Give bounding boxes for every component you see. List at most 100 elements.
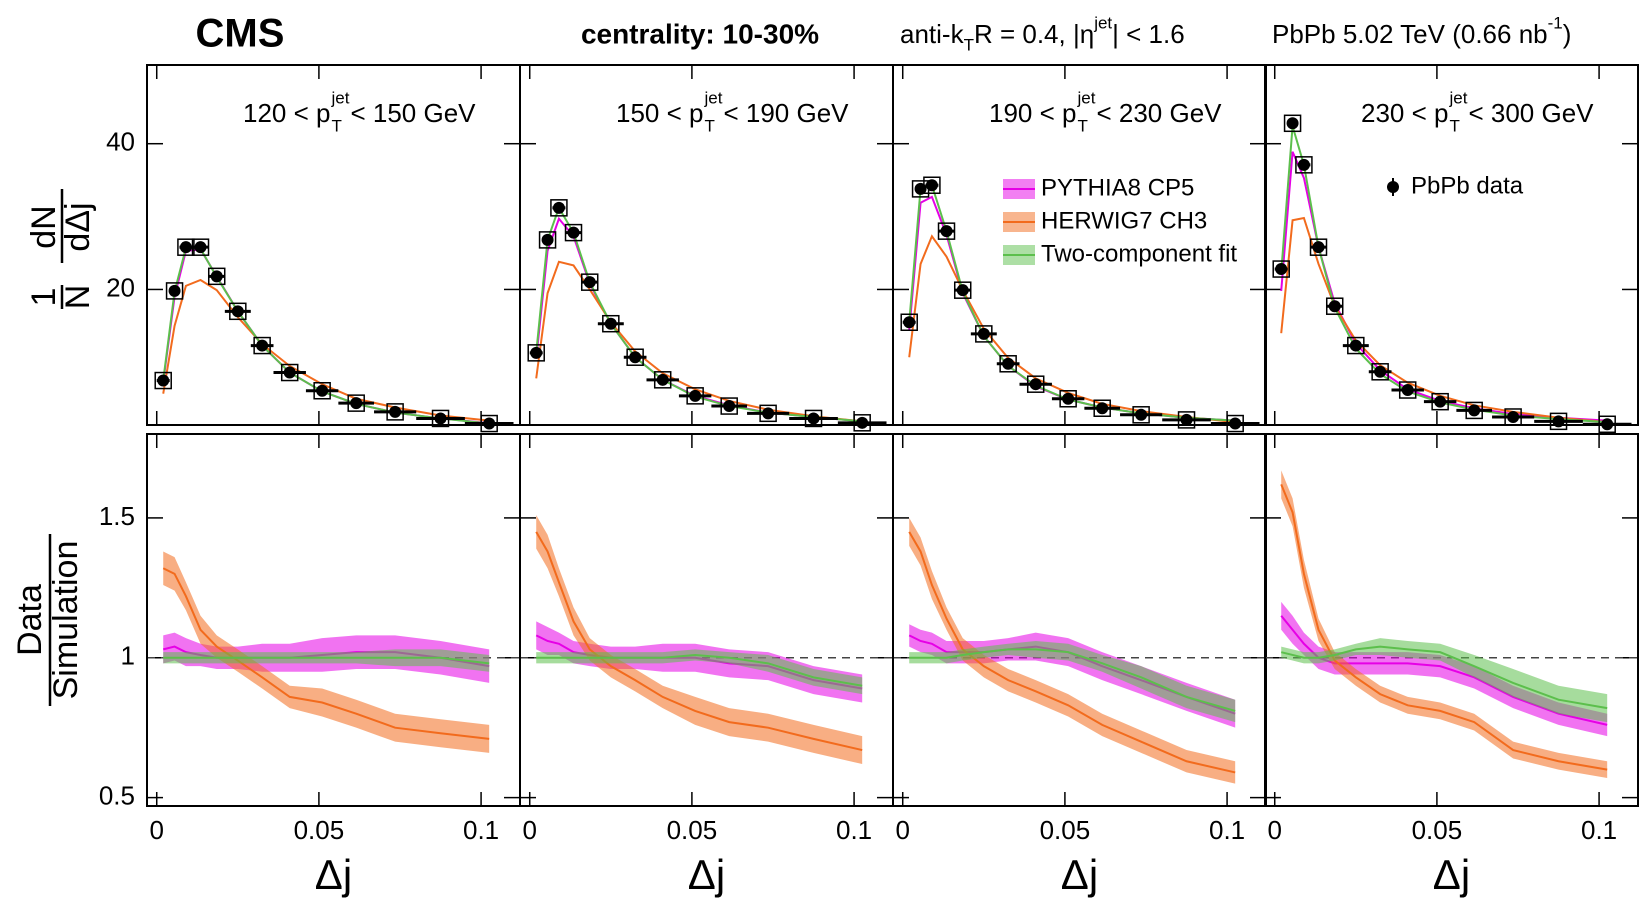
- jet-def: | < 1.6: [1112, 19, 1185, 49]
- experiment-label: CMS: [196, 12, 285, 56]
- data-point: [389, 405, 402, 418]
- model-line: [535, 205, 863, 423]
- sys-box: [653, 371, 672, 389]
- pt-bin-label-sub: T: [704, 116, 714, 135]
- data-point: [1374, 365, 1387, 378]
- data-point: [956, 284, 969, 297]
- x-tick-label: 0.1: [1209, 815, 1245, 845]
- data-point: [210, 270, 223, 283]
- data-point: [977, 327, 990, 340]
- sys-box: [1465, 401, 1483, 420]
- pt-bin-label: 150 < p: [616, 98, 703, 128]
- sys-box: [1347, 336, 1365, 355]
- uncertainty-band: [909, 640, 1236, 723]
- data-point: [583, 276, 596, 289]
- data-point: [567, 226, 580, 239]
- sys-box: [1026, 375, 1045, 393]
- sys-box: [253, 336, 271, 355]
- pt-bin-label-sup: jet: [330, 88, 349, 107]
- data-point: [1468, 404, 1481, 417]
- y-tick-label: 0.5: [99, 780, 135, 810]
- data-point: [903, 316, 916, 329]
- pt-bin-label-sup: jet: [703, 88, 722, 107]
- y-axis-title: Simulation: [47, 541, 85, 700]
- data-point: [1328, 300, 1341, 313]
- sys-box: [1371, 363, 1389, 381]
- x-axis-title: Δj: [1061, 851, 1098, 898]
- data-point: [1297, 158, 1310, 171]
- sys-box: [431, 409, 450, 428]
- sys-box: [1549, 412, 1568, 431]
- pt-bin-label: 190 < p: [989, 98, 1076, 128]
- x-axis-title: Δj: [1433, 851, 1470, 898]
- sys-box: [1132, 406, 1150, 424]
- x-tick-label: 0.1: [1581, 815, 1617, 845]
- x-tick-label: 0.1: [836, 815, 872, 845]
- sys-box: [999, 355, 1017, 373]
- sys-box: [1431, 392, 1449, 411]
- sys-box: [686, 387, 704, 405]
- sys-box: [1325, 297, 1344, 315]
- data-point: [1180, 413, 1193, 426]
- data-point: [316, 384, 329, 397]
- data-point: [856, 416, 869, 429]
- sys-box: [527, 344, 545, 362]
- data-point: [168, 284, 181, 297]
- sys-box: [804, 409, 823, 428]
- sys-box: [347, 394, 365, 412]
- x-tick-label: 0.05: [1040, 815, 1091, 845]
- data-point: [689, 389, 702, 402]
- sys-box: [207, 267, 226, 286]
- jet-def-sub: T: [964, 35, 974, 54]
- pt-bin-label: < 190 GeV: [723, 98, 849, 128]
- sys-box: [280, 363, 299, 382]
- sys-box: [1177, 411, 1196, 429]
- ratio-line: [535, 531, 863, 752]
- pt-bin-label: < 150 GeV: [350, 98, 476, 128]
- sys-box: [229, 302, 247, 321]
- dataset: PbPb 5.02 TeV (0.66 nb: [1272, 19, 1548, 49]
- jet-def: R = 0.4, |η: [974, 19, 1094, 49]
- data-point: [530, 346, 543, 359]
- x-tick-label: 0: [522, 815, 536, 845]
- pt-bin-label-sub: T: [331, 116, 341, 135]
- panel: 0 0.05 0.1 Δj: [892, 433, 1267, 898]
- uncertainty-band: [536, 621, 863, 703]
- data-point: [723, 400, 736, 413]
- ratio-line: [536, 653, 863, 687]
- x-tick-label: 0: [149, 815, 163, 845]
- data-point: [1312, 241, 1325, 254]
- sys-box: [1309, 238, 1328, 256]
- panel: 230 < p jet T < 300 GeV PbPb data: [1264, 64, 1639, 434]
- pt-bin-label: < 230 GeV: [1096, 98, 1222, 128]
- sys-box: [154, 371, 172, 390]
- sys-box: [1295, 156, 1313, 174]
- uncertainty-band: [1281, 638, 1608, 723]
- uncertainty-band: [536, 649, 863, 695]
- sys-box: [580, 273, 599, 291]
- data-point: [231, 305, 244, 318]
- sys-box: [1226, 414, 1244, 433]
- y-tick-label: 20: [106, 272, 135, 302]
- data-point: [1286, 117, 1299, 130]
- data-point: [604, 317, 617, 330]
- data-point: [807, 412, 820, 425]
- centrality-label: centrality: 10-30%: [581, 18, 819, 49]
- panel: 0 0.05 0.1 Δj: [519, 433, 894, 898]
- data-point: [1029, 378, 1042, 391]
- sys-box: [480, 414, 498, 433]
- sys-box: [900, 313, 918, 331]
- ratio-line: [1280, 645, 1608, 710]
- ratio-line: [163, 656, 490, 665]
- data-point: [1096, 402, 1109, 415]
- x-tick-label: 0.1: [463, 815, 499, 845]
- sys-box: [1272, 260, 1290, 278]
- model-line: [162, 278, 490, 422]
- panel: 0 0.05 0.1 Δj: [1264, 433, 1639, 898]
- jet-def-sup: jet: [1093, 13, 1112, 32]
- sys-box: [165, 282, 184, 300]
- panel-frame: [1264, 433, 1639, 807]
- data-point: [1275, 263, 1288, 276]
- legend-label: HERWIG7 CH3: [1041, 207, 1207, 234]
